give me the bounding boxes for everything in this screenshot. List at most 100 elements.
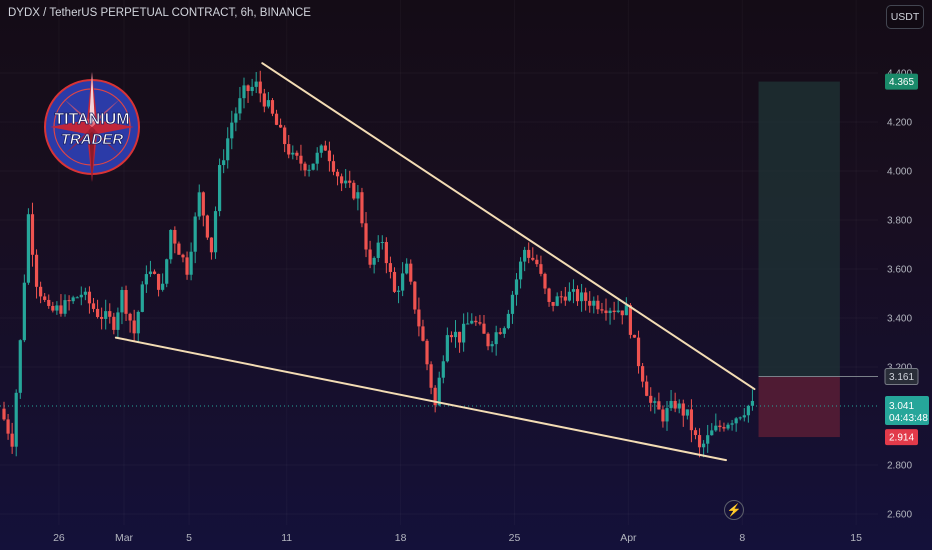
candle-body [39, 286, 43, 297]
candle-body [535, 259, 539, 265]
candle-body [466, 323, 470, 325]
candle-body [575, 289, 580, 302]
candle-body [628, 305, 633, 335]
candle-body [213, 211, 218, 253]
candle-body [726, 424, 730, 429]
candle-body [2, 408, 6, 420]
entry-badge: 3.161 [884, 368, 919, 386]
candle-body [331, 161, 336, 172]
candle-body [181, 254, 185, 258]
candle-body [71, 297, 75, 302]
candle-body [645, 381, 649, 396]
candle-body [413, 281, 417, 310]
stop-zone [758, 376, 840, 438]
stop-price-label: 2.914 [889, 433, 914, 444]
trendline-upper [261, 62, 756, 391]
trendlines-layer [114, 62, 756, 462]
candle-body [490, 344, 494, 347]
candle-body [83, 291, 87, 295]
candle-body [702, 443, 706, 448]
position-zones [0, 81, 878, 438]
candle-body [559, 296, 563, 298]
candle-body [226, 138, 230, 161]
candle-body [551, 301, 555, 306]
candle-body [222, 160, 226, 166]
candle-body [669, 400, 673, 409]
candle-body [250, 86, 254, 92]
y-tick-label: 4.000 [887, 167, 912, 178]
candle-body [128, 313, 132, 321]
candle-body [108, 311, 112, 317]
lightning-icon[interactable]: ⚡ [724, 500, 744, 520]
candle-body [315, 152, 319, 164]
candle-body [307, 169, 311, 171]
candle-body [498, 332, 502, 334]
candles-layer [2, 70, 755, 458]
candle-body [47, 299, 51, 306]
candle-body [67, 300, 71, 302]
candle-body [234, 113, 238, 123]
candle-body [173, 229, 177, 244]
candle-body [388, 263, 393, 272]
candle-body [746, 405, 750, 416]
candle-body [730, 423, 734, 425]
candle-body [299, 155, 303, 164]
candle-body [201, 192, 205, 216]
candle-body [87, 291, 92, 304]
candle-body [30, 214, 35, 255]
last-price-bg [885, 395, 929, 425]
candle-body [718, 425, 722, 428]
candle-body [246, 85, 250, 92]
candle-body [409, 263, 413, 282]
currency-button[interactable]: USDT [886, 5, 924, 29]
candle-body [396, 290, 401, 292]
candle-body [722, 427, 726, 429]
candle-body [649, 395, 653, 403]
x-tick-label: 26 [53, 532, 65, 544]
candle-body [193, 216, 197, 252]
candle-body [681, 403, 685, 416]
candle-body [352, 182, 356, 199]
candle-body [641, 366, 645, 382]
candle-body [624, 305, 628, 316]
candle-body [514, 279, 519, 295]
candle-body [278, 124, 283, 128]
candle-body [291, 152, 295, 155]
target-zone [758, 81, 840, 377]
candle-body [295, 152, 299, 156]
candle-body [392, 271, 397, 292]
candle-body [567, 291, 571, 301]
x-tick-label: 15 [850, 532, 862, 544]
candle-body [22, 282, 26, 341]
candle-body [43, 296, 47, 300]
candle-body [665, 408, 669, 422]
candle-body [217, 165, 222, 212]
candle-body [482, 323, 486, 334]
candle-body [421, 326, 425, 341]
candle-body [616, 310, 620, 313]
candle-body [592, 300, 596, 306]
y-tick-label: 3.400 [887, 314, 912, 325]
trendline-lower [114, 336, 727, 462]
candle-body [750, 400, 755, 406]
candle-body [494, 332, 498, 345]
y-tick-label: 3.200 [887, 363, 912, 374]
candle-body [657, 401, 661, 410]
candle-body [177, 243, 181, 255]
candle-body [376, 242, 380, 258]
candle-body [209, 237, 214, 253]
candle-body [120, 290, 124, 313]
candle-body [258, 81, 262, 94]
candle-body [59, 305, 63, 314]
x-tick-label: 8 [739, 532, 745, 544]
candle-body [189, 251, 193, 275]
candle-body [706, 435, 710, 444]
candle-body [161, 283, 165, 290]
candle-body [311, 163, 315, 170]
candle-body [380, 242, 384, 244]
x-tick-label: 11 [281, 532, 292, 544]
candle-body [100, 316, 104, 319]
